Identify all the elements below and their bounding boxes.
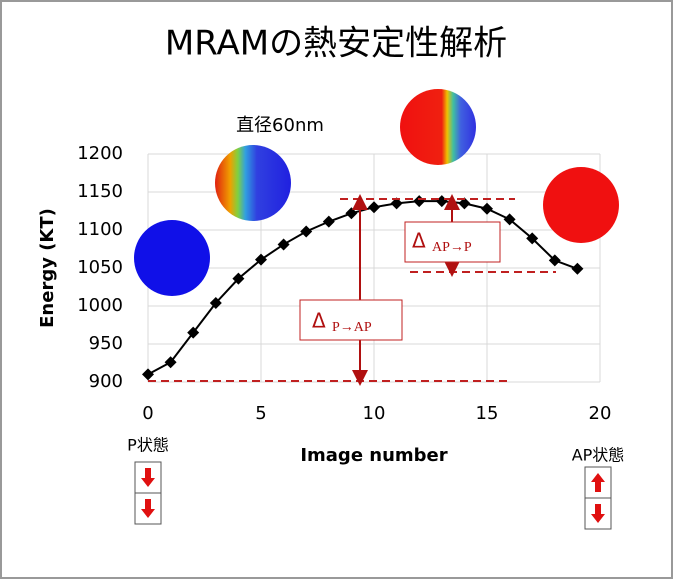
data-point [232, 272, 245, 285]
data-point [300, 225, 313, 238]
y-tick-label: 1000 [77, 295, 123, 316]
guide-lines [148, 198, 556, 382]
delta-subscript: P→AP [332, 320, 372, 335]
x-tick-label: 20 [589, 403, 612, 424]
x-tick-label: 5 [255, 403, 266, 424]
y-tick-label: 900 [89, 371, 123, 392]
spin-arrow [141, 468, 605, 523]
data-point [526, 232, 539, 245]
label-box [404, 221, 501, 263]
data-point [481, 202, 493, 215]
data-point [571, 262, 584, 275]
data-point [548, 254, 561, 267]
delta-subscript: AP→P [432, 240, 472, 255]
y-tick-label: 1050 [77, 257, 123, 278]
magnet-image [543, 167, 619, 243]
delta-symbol: Δ [412, 229, 426, 253]
data-point [390, 197, 403, 210]
data-point [164, 356, 177, 369]
x-tick-label: 10 [363, 403, 386, 424]
data-point [322, 215, 335, 228]
y-tick-label: 950 [89, 333, 123, 354]
annotation: P状態 [127, 436, 169, 455]
y-tick-label: 1150 [77, 181, 123, 202]
data-point [209, 296, 222, 309]
magnet-image [215, 145, 291, 221]
chart-title: MRAMの熱安定性解析 [165, 24, 507, 64]
data-point [458, 197, 471, 210]
annotation: 直径60nm [236, 115, 324, 136]
label-box [299, 299, 403, 341]
y-axis-label: Energy (KT) [37, 208, 58, 328]
delta-symbol: Δ [312, 309, 326, 333]
annotation: AP状態 [572, 446, 625, 465]
data-point [142, 368, 154, 381]
magnet-image [400, 89, 476, 165]
data-point [277, 238, 290, 251]
x-tick-label: 0 [142, 403, 153, 424]
data-point [187, 326, 200, 339]
data-point [368, 201, 380, 214]
data-point [255, 253, 267, 266]
magnet-image [134, 220, 210, 296]
x-axis-label: Image number [300, 445, 447, 466]
data-point [503, 213, 516, 226]
y-tick-label: 1200 [77, 143, 123, 164]
x-tick-label: 15 [476, 403, 499, 424]
y-tick-label: 1100 [77, 219, 123, 240]
